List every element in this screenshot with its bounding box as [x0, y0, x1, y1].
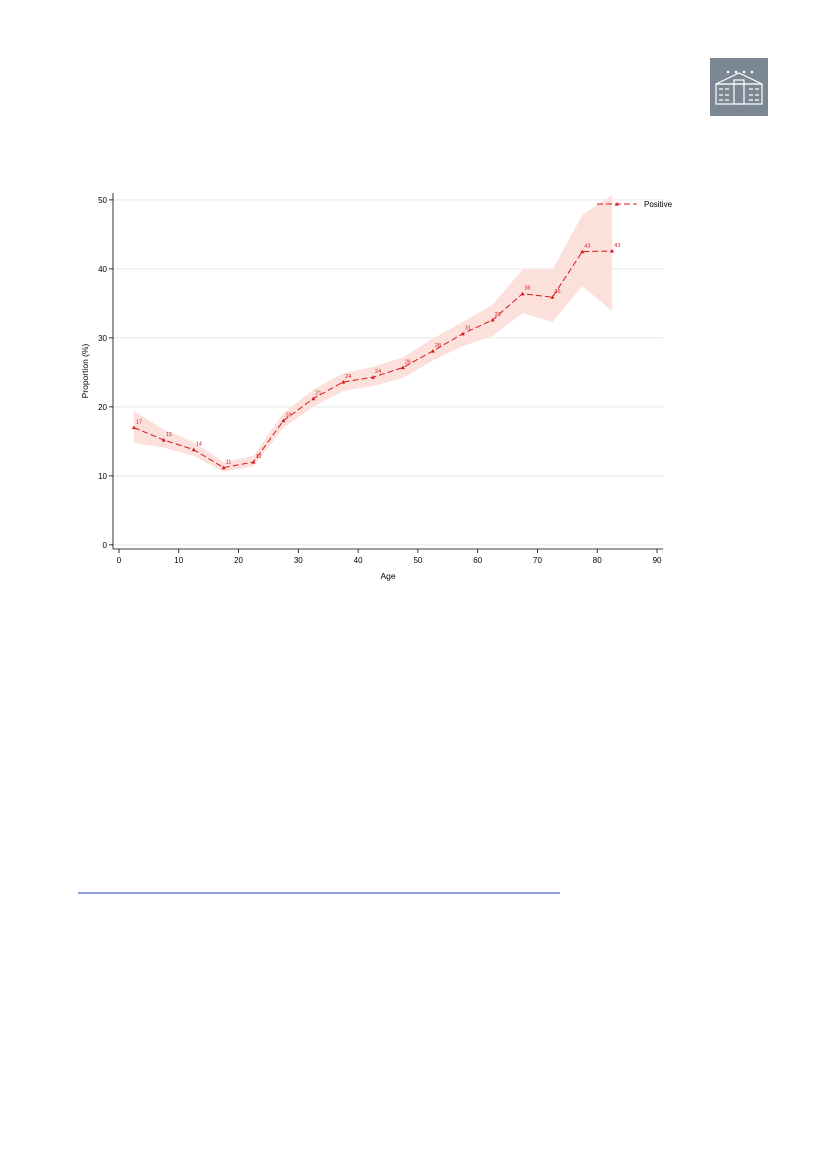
x-tick-label: 50 [413, 556, 422, 565]
x-tick-label: 20 [234, 556, 243, 565]
legend-label: Positive [644, 200, 673, 209]
data-point [191, 447, 196, 452]
data-point [371, 375, 376, 379]
x-tick-label: 40 [354, 556, 363, 565]
data-label: 12 [255, 454, 261, 460]
data-point [550, 295, 555, 299]
y-tick-label: 40 [98, 265, 107, 274]
data-point [341, 380, 346, 384]
logo [710, 58, 768, 116]
data-point [161, 437, 166, 442]
confidence-band [133, 195, 613, 472]
data-point [490, 317, 495, 322]
chart: 0 10 20 30 40 50 0 10 20 30 40 50 60 70 80 90 Age Proport… [80, 193, 673, 581]
data-label: 21 [315, 391, 321, 397]
data-point [311, 396, 316, 401]
y-tick-label: 0 [103, 541, 108, 550]
data-point [520, 291, 525, 296]
legend-marker [615, 202, 619, 206]
data-label: 43 [614, 243, 620, 249]
data-point [580, 249, 585, 254]
data-point [400, 365, 405, 370]
x-axis-label: Age [380, 571, 395, 581]
y-tick-label: 50 [98, 196, 107, 205]
data-point [610, 248, 615, 253]
x-tick-label: 0 [117, 556, 122, 565]
data-label: 43 [584, 244, 590, 250]
data-label: 36 [554, 289, 560, 295]
y-tick-label: 20 [98, 403, 107, 412]
x-tick-label: 10 [174, 556, 183, 565]
x-tick-label: 60 [473, 556, 482, 565]
y-tick-label: 30 [98, 334, 107, 343]
y-axis-label: Proportion (%) [80, 343, 90, 398]
x-tick-label: 30 [294, 556, 303, 565]
data-label: 11 [226, 460, 232, 466]
x-tick-label: 90 [653, 556, 662, 565]
data-label: 28 [435, 343, 441, 349]
data-label: 36 [525, 286, 531, 292]
data-label: 33 [495, 312, 501, 318]
data-point [460, 331, 465, 336]
data-point [221, 465, 226, 470]
x-tick-label: 70 [533, 556, 542, 565]
data-label: 26 [405, 360, 411, 366]
data-label: 24 [345, 374, 351, 380]
data-label: 14 [196, 442, 202, 448]
data-point [131, 425, 136, 430]
data-label: 24 [375, 369, 381, 375]
x-tick-label: 80 [593, 556, 602, 565]
y-tick-label: 10 [98, 472, 107, 481]
data-label: 17 [136, 420, 142, 426]
data-label: 31 [465, 326, 471, 332]
data-label: 18 [285, 413, 291, 419]
data-point [251, 460, 256, 464]
data-point [430, 348, 435, 353]
data-point [281, 418, 286, 423]
data-label: 15 [166, 432, 172, 438]
